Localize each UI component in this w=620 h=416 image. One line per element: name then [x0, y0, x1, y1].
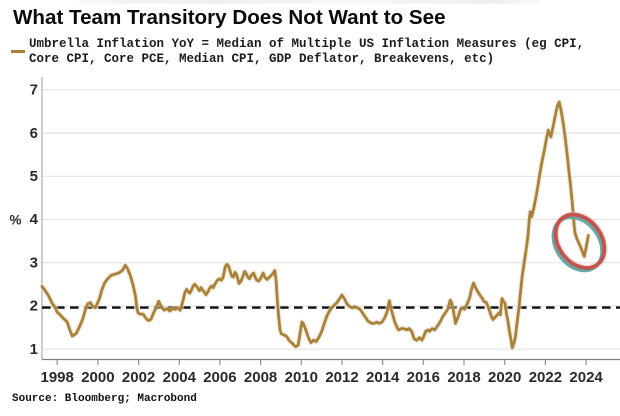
svg-text:2006: 2006 — [203, 369, 236, 386]
svg-text:7: 7 — [30, 82, 38, 99]
svg-text:2: 2 — [30, 298, 38, 315]
svg-text:3: 3 — [30, 254, 38, 271]
svg-text:2010: 2010 — [285, 369, 318, 386]
svg-text:2024: 2024 — [569, 369, 603, 386]
svg-text:2004: 2004 — [163, 369, 197, 386]
svg-text:2020: 2020 — [488, 369, 521, 386]
svg-text:5: 5 — [30, 168, 38, 185]
svg-text:2018: 2018 — [447, 369, 480, 386]
svg-text:2022: 2022 — [529, 369, 562, 386]
svg-text:1: 1 — [30, 341, 38, 358]
svg-text:%: % — [10, 213, 22, 228]
svg-text:2016: 2016 — [407, 369, 440, 386]
svg-text:2012: 2012 — [325, 369, 358, 386]
svg-text:2000: 2000 — [81, 369, 114, 386]
svg-text:2014: 2014 — [366, 369, 400, 386]
svg-text:6: 6 — [30, 125, 38, 142]
svg-text:1998: 1998 — [41, 369, 74, 386]
svg-text:4: 4 — [30, 211, 39, 228]
svg-text:2002: 2002 — [122, 369, 155, 386]
svg-text:2008: 2008 — [244, 369, 277, 386]
